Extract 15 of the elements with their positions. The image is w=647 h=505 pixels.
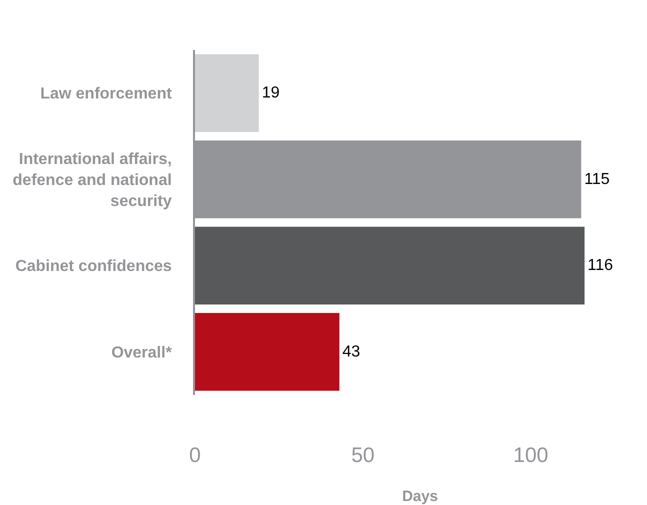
y-tick-label: Overall* bbox=[111, 344, 173, 362]
y-tick-label: International affairs, defence and national security bbox=[12, 151, 172, 210]
x-tick-label: 100 bbox=[513, 444, 548, 467]
bar bbox=[195, 226, 585, 304]
bar bbox=[195, 313, 340, 391]
y-tick-label: Cabinet confidences bbox=[15, 258, 172, 276]
data-label: 116 bbox=[588, 257, 614, 274]
data-label: 43 bbox=[342, 343, 360, 360]
y-tick-label: Law enforcement bbox=[40, 86, 172, 103]
data-label: 19 bbox=[262, 84, 280, 102]
x-tick-label: 0 bbox=[189, 444, 201, 467]
data-label: 115 bbox=[584, 170, 610, 188]
bar bbox=[195, 54, 259, 132]
x-tick-label: 50 bbox=[351, 444, 375, 467]
x-axis-title: Days bbox=[402, 488, 438, 505]
